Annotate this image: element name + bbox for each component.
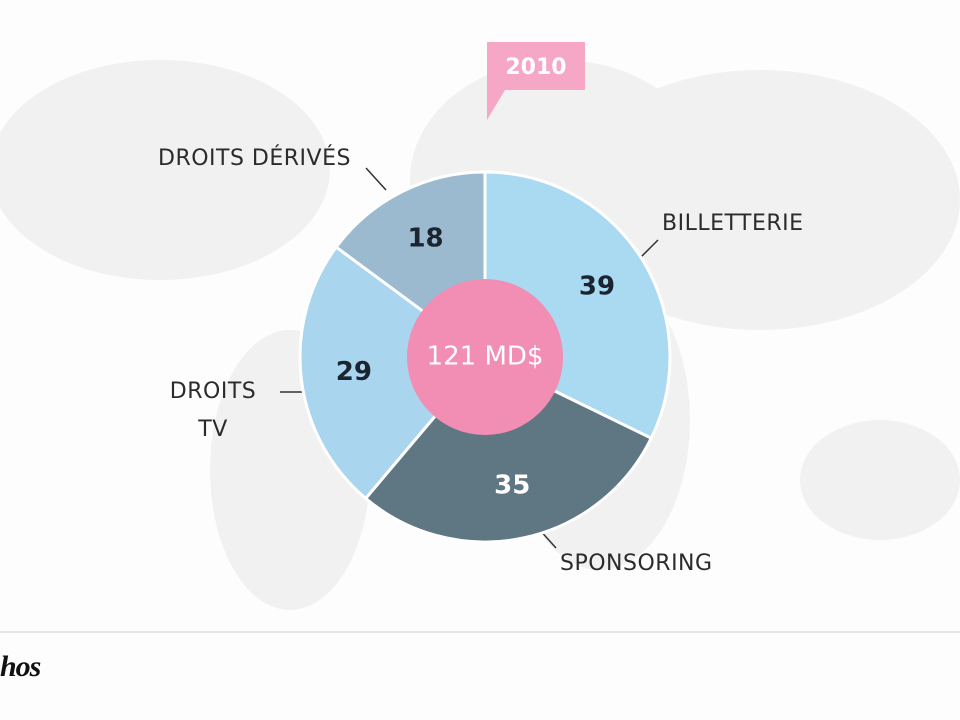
value-label: 18 (407, 224, 443, 254)
total: 121 MD$ (427, 342, 544, 372)
category-label: BILLETTERIE (662, 211, 804, 236)
value-label: 29 (336, 357, 372, 387)
year-tag (487, 42, 585, 120)
category-label: DROITS TV (169, 379, 257, 442)
year: 2010 (505, 55, 566, 80)
leader-lines (280, 167, 659, 549)
center-disc (407, 279, 563, 435)
value-label: 39 (579, 272, 615, 302)
category-label: SPONSORING (560, 551, 713, 576)
category-label: DROITS DÉRIVÉS (158, 146, 351, 171)
donut: 39 35 29 18 (298, 170, 672, 544)
logo: hos (0, 650, 41, 683)
value-label: 35 (494, 471, 530, 501)
